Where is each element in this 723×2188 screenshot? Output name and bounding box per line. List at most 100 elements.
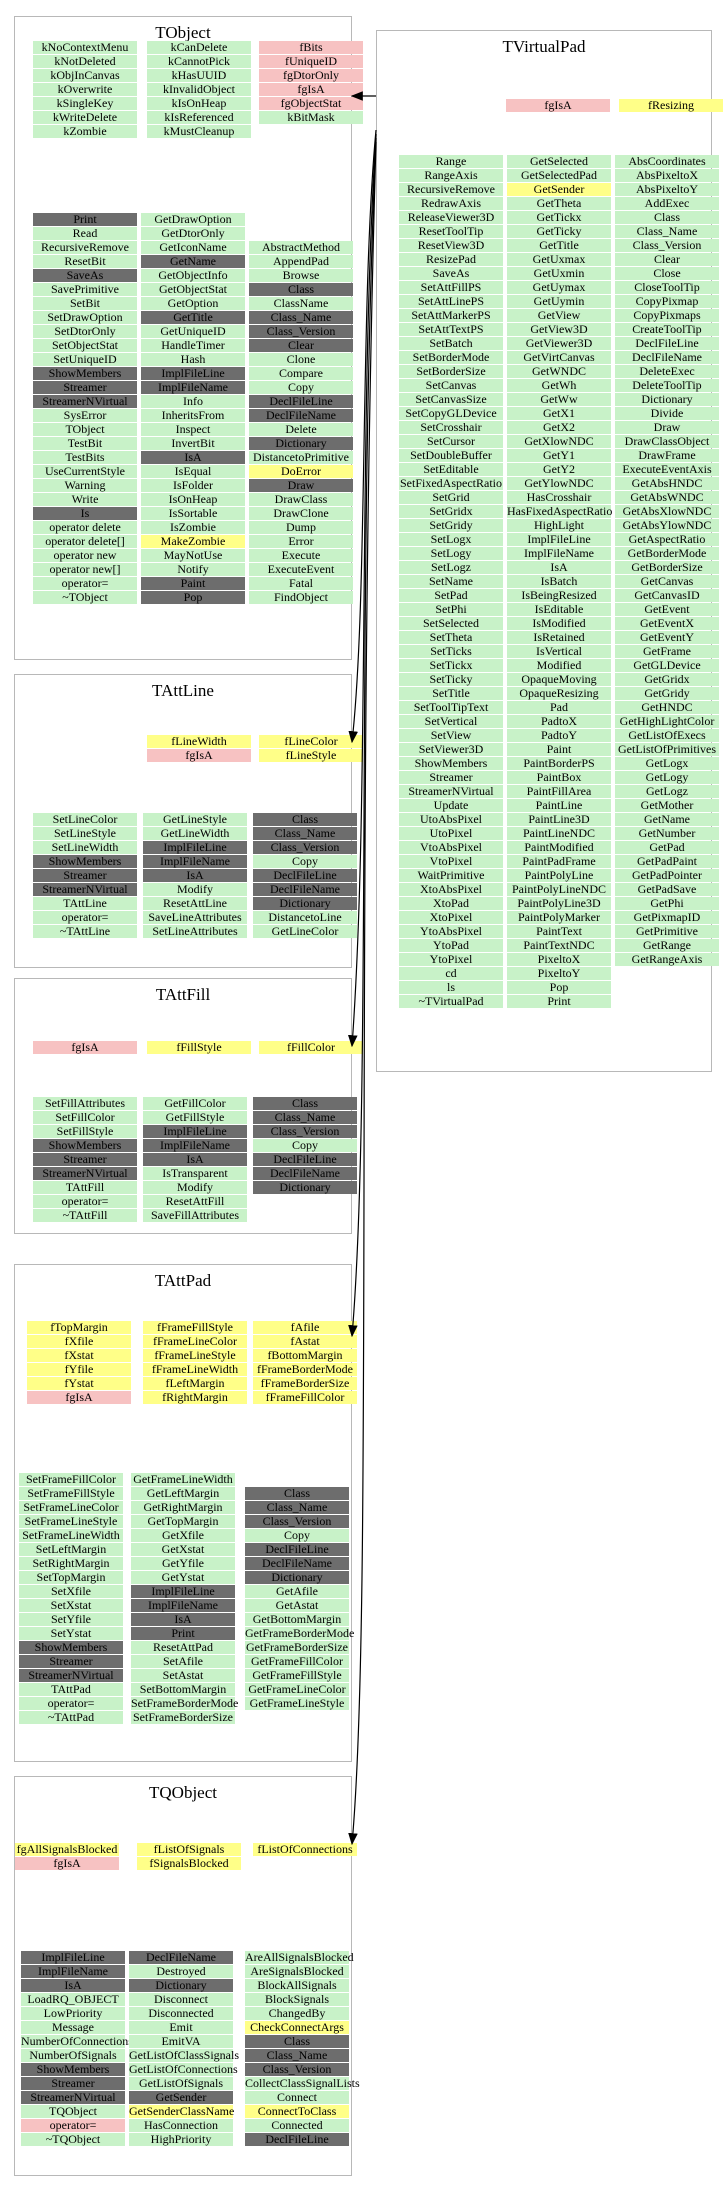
member-item: DeclFileName <box>615 351 719 364</box>
member-item: SetCopyGLDevice <box>399 407 503 420</box>
member-item: DeclFileLine <box>245 2133 349 2146</box>
member-item: GetFrameLineStyle <box>245 1697 349 1710</box>
member-item: PaintPolyMarker <box>507 911 611 924</box>
member-item: ImplFileName <box>131 1599 235 1612</box>
member-item: PaintPolyLine3D <box>507 897 611 910</box>
member-item: operator delete[] <box>33 535 137 548</box>
member-item: InvertBit <box>141 437 245 450</box>
member-item: DeleteToolTip <box>615 379 719 392</box>
member-item: ImplFileLine <box>507 533 611 546</box>
member-item: operator= <box>19 1697 123 1710</box>
member-item: GetXstat <box>131 1543 235 1556</box>
member-item: fFrameFillStyle <box>143 1321 247 1334</box>
member-item: GetName <box>615 813 719 826</box>
member-item: CollectClassSignalLists <box>245 2076 360 2090</box>
member-item: Class <box>245 1487 349 1500</box>
member-item: SetAfile <box>131 1655 235 1668</box>
member-item: GetAfile <box>245 1585 349 1598</box>
member-item: SetCanvas <box>399 379 503 392</box>
member-item: NumberOfSignals <box>21 2049 125 2062</box>
member-item: SetBorderSize <box>399 365 503 378</box>
member-item: DeleteExec <box>615 365 719 378</box>
member-item: DrawFrame <box>615 449 719 462</box>
member-item: SetFillColor <box>33 1111 137 1124</box>
member-item: ImplFileLine <box>143 841 247 854</box>
member-item: StreamerNVirtual <box>21 2091 125 2104</box>
member-item: GetView3D <box>507 323 611 336</box>
member-item: InheritsFrom <box>141 409 245 422</box>
member-item: IsOnHeap <box>141 493 245 506</box>
member-item: SetLineStyle <box>33 827 137 840</box>
member-item: BlockAllSignals <box>245 1979 349 1992</box>
member-item: fLineColor <box>259 735 363 748</box>
member-item: UtoPixel <box>399 827 503 840</box>
tattpad-member-column: fAfile fAstat fBottomMargin fFrameBorderMod… <box>253 1321 357 1405</box>
member-item: ShowMembers <box>19 1641 123 1654</box>
tattpad-member-column: fTopMargin fXfile fXstat fYfile fYstat fgIsA <box>27 1321 131 1405</box>
member-item: fLineStyle <box>259 749 363 762</box>
member-item: XtoPad <box>399 897 503 910</box>
member-item: GetRightMargin <box>131 1501 235 1514</box>
member-item: kHasUUID <box>147 69 251 82</box>
member-item: fListOfSignals <box>137 1843 241 1856</box>
member-item: WaitPrimitive <box>399 869 503 882</box>
member-item: Pad <box>507 701 611 714</box>
tattpad-member-column: Class Class_Name Class_Version Copy DeclFile… <box>245 1473 355 1711</box>
class-title: TAttPad <box>154 1271 212 1290</box>
member-item: Class <box>253 813 357 826</box>
member-item: GetUymax <box>507 281 611 294</box>
member-item: SetTheta <box>399 631 503 644</box>
member-item: SetXfile <box>19 1585 123 1598</box>
member-item: SetLineWidth <box>33 841 137 854</box>
member-item: LowPriority <box>21 2007 125 2020</box>
arrow-to-tqobject <box>348 141 377 1846</box>
member-item: IsTransparent <box>143 1167 247 1180</box>
member-item: cd <box>399 967 503 980</box>
member-item: GetTopMargin <box>131 1515 235 1528</box>
member-item: fYfile <box>27 1363 131 1376</box>
member-item: GetTicky <box>507 225 611 238</box>
member-item: DeclFileLine <box>253 869 357 882</box>
member-item: GetLineStyle <box>143 813 247 826</box>
member-item: SetBit <box>33 297 137 310</box>
member-item: SetXstat <box>19 1599 123 1612</box>
member-item: Streamer <box>33 381 137 394</box>
member-item: ImplFileName <box>507 547 611 560</box>
member-item: OpaqueResizing <box>507 687 611 700</box>
member-item: GetPad <box>615 841 719 854</box>
member-item: GetRangeAxis <box>615 953 719 966</box>
class-title: TQObject <box>149 1783 217 1802</box>
member-item: GetUxmin <box>507 267 611 280</box>
member-item: GetPadSave <box>615 883 719 896</box>
member-item: operator new[] <box>33 563 137 576</box>
member-item: GetFrameBorderMode <box>245 1626 355 1640</box>
class-box-tattpad: TAttPad fTopMargin fXfile fXstat fYfile fYst… <box>14 1264 357 1762</box>
member-item: HighPriority <box>129 2133 233 2146</box>
member-item: SetFrameFillColor <box>19 1473 123 1486</box>
member-item: GetPhi <box>615 897 719 910</box>
member-item: TestBit <box>33 437 137 450</box>
member-item: SetCrosshair <box>399 421 503 434</box>
member-item: Dictionary <box>253 897 357 910</box>
member-item: Compare <box>249 367 353 380</box>
member-item: RangeAxis <box>399 169 503 182</box>
member-item: operator= <box>33 911 137 924</box>
member-item: Class_Name <box>245 1501 349 1514</box>
member-item: IsEqual <box>141 465 245 478</box>
member-item: GetTheta <box>507 197 611 210</box>
member-item: SetAttMarkerPS <box>399 309 503 322</box>
member-item: GetLeftMargin <box>131 1487 235 1500</box>
member-item: SetEditable <box>399 463 503 476</box>
member-item: SetToolTipText <box>399 701 503 714</box>
tqobject-member-column: fListOfSignals fSignalsBlocked <box>137 1843 241 1871</box>
member-item: Emit <box>129 2021 233 2034</box>
member-item: GetObjectStat <box>141 283 245 296</box>
member-item: Streamer <box>33 1153 137 1166</box>
member-item: fBottomMargin <box>253 1349 357 1362</box>
member-item: ShowMembers <box>33 855 137 868</box>
class-box-tvirtualpad: TVirtualPad fgIsA fResizing Range RangeAxis… <box>376 30 723 1072</box>
member-item: SetYfile <box>19 1613 123 1626</box>
class-title: TObject <box>155 23 211 42</box>
class-title: TAttLine <box>152 681 214 700</box>
member-item: DrawClone <box>249 507 353 520</box>
